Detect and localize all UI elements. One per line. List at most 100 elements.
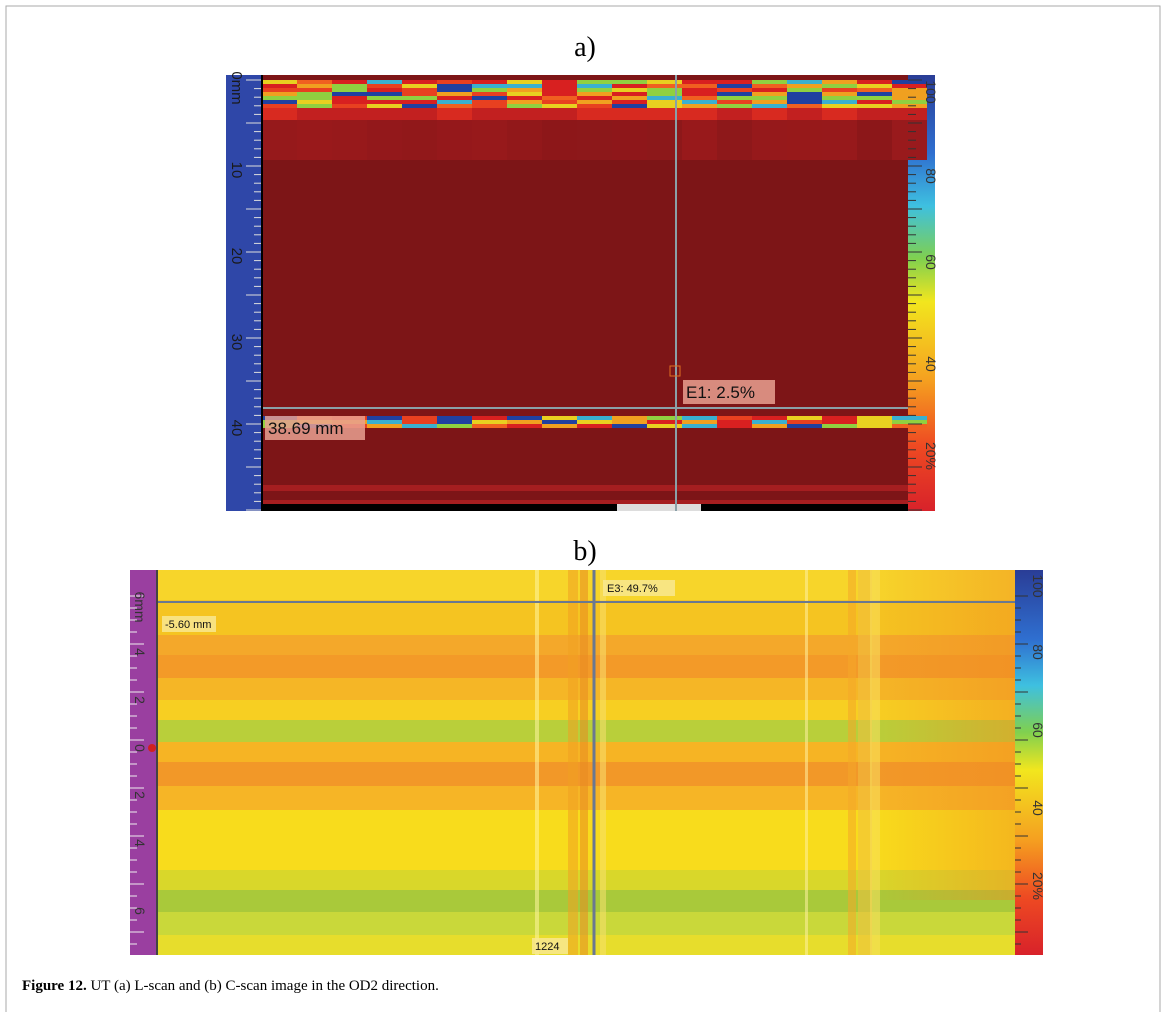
- axis-label: 0: [132, 744, 148, 752]
- cell: [717, 88, 752, 92]
- cell: [507, 416, 542, 420]
- axis-label: 6mm: [132, 591, 148, 622]
- cell: [682, 80, 717, 84]
- cell: [437, 424, 472, 428]
- cell: [787, 120, 822, 160]
- cell: [717, 84, 752, 88]
- axis-label: 20%: [923, 442, 939, 470]
- cell: [682, 420, 717, 424]
- cell: [577, 84, 612, 88]
- cell: [332, 96, 367, 100]
- cell: [507, 108, 542, 120]
- cell: [262, 96, 297, 100]
- cell: [717, 80, 752, 84]
- readout: E1: 2.5%: [686, 383, 755, 402]
- cell: [822, 120, 857, 160]
- cell: [577, 92, 612, 96]
- cell: [437, 104, 472, 108]
- cell: [787, 420, 822, 424]
- cell: [402, 416, 437, 420]
- cell: [682, 100, 717, 104]
- cell: [612, 92, 647, 96]
- caption-text: UT (a) L-scan and (b) C-scan image in th…: [90, 978, 438, 994]
- scroll: [617, 504, 701, 511]
- cell: [437, 92, 472, 96]
- cell: [612, 96, 647, 100]
- cell: [367, 104, 402, 108]
- cell: [787, 108, 822, 120]
- cell: [752, 100, 787, 104]
- shade: [870, 570, 1015, 900]
- cell: [892, 96, 927, 100]
- cell: [787, 80, 822, 84]
- cell: [472, 420, 507, 424]
- cell: [367, 100, 402, 104]
- cell: [787, 92, 822, 96]
- cell: [367, 420, 402, 424]
- cell: [332, 120, 367, 160]
- cell: [262, 84, 297, 88]
- cell: [787, 424, 822, 428]
- axis-label: 40: [228, 420, 245, 437]
- cell: [577, 96, 612, 100]
- panel-label: b): [573, 536, 596, 567]
- cell: [437, 108, 472, 120]
- band: [262, 485, 908, 491]
- cell: [297, 88, 332, 92]
- cell: [892, 92, 927, 96]
- cell: [297, 92, 332, 96]
- cell: [332, 88, 367, 92]
- cell: [682, 84, 717, 88]
- cell: [787, 96, 822, 100]
- streak: [580, 570, 588, 955]
- cell: [332, 108, 367, 120]
- cell: [682, 88, 717, 92]
- cell: [332, 100, 367, 104]
- origin-marker: [148, 744, 156, 752]
- cell: [892, 84, 927, 88]
- cell: [367, 84, 402, 88]
- cell: [682, 424, 717, 428]
- axis-label: 60: [923, 254, 939, 270]
- cell: [402, 92, 437, 96]
- cell: [507, 100, 542, 104]
- cell: [787, 88, 822, 92]
- cell: [822, 420, 857, 424]
- cell: [402, 84, 437, 88]
- cell: [472, 424, 507, 428]
- cell: [612, 416, 647, 420]
- cell: [437, 84, 472, 88]
- cell: [332, 104, 367, 108]
- cell: [822, 104, 857, 108]
- cell: [752, 88, 787, 92]
- cell: [367, 424, 402, 428]
- cell: [542, 424, 577, 428]
- cell: [857, 96, 892, 100]
- cell: [612, 88, 647, 92]
- axis-label: 20: [228, 248, 245, 265]
- cell: [822, 96, 857, 100]
- cell: [822, 100, 857, 104]
- cell: [857, 100, 892, 104]
- cell: [717, 104, 752, 108]
- cell: [437, 416, 472, 420]
- cell: [402, 96, 437, 100]
- cell: [297, 108, 332, 120]
- cell: [437, 88, 472, 92]
- cell: [717, 416, 752, 420]
- cell: [262, 100, 297, 104]
- cell: [542, 104, 577, 108]
- cell: [542, 420, 577, 424]
- cell: [542, 108, 577, 120]
- cell: [577, 80, 612, 84]
- cell: [857, 108, 892, 120]
- cell: [507, 96, 542, 100]
- cell: [507, 420, 542, 424]
- figure: a) b) 0mm1020304010080604020%6mm42024610…: [0, 0, 1167, 1019]
- cell: [892, 100, 927, 104]
- cell: [857, 92, 892, 96]
- cell: [542, 84, 577, 88]
- cell: [717, 92, 752, 96]
- cell: [822, 80, 857, 84]
- readout: -5.60 mm: [165, 619, 211, 631]
